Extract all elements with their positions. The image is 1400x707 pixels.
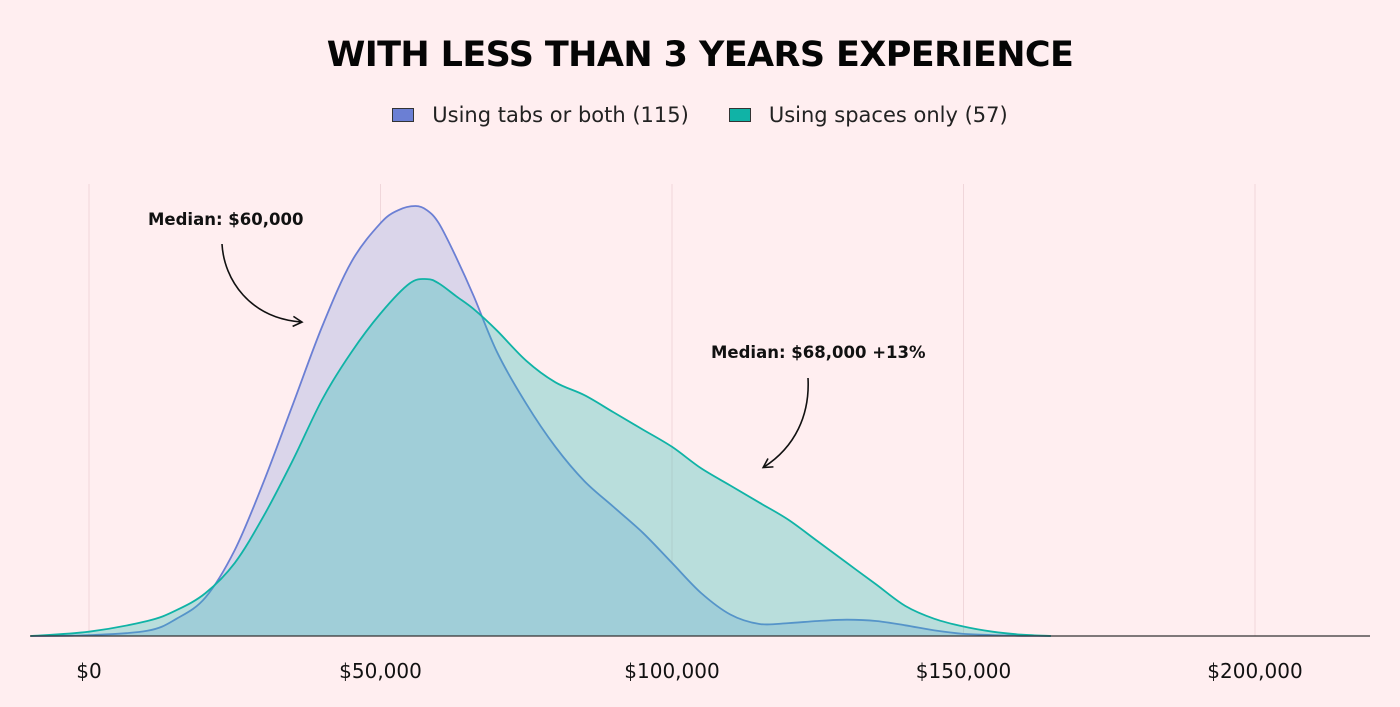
legend-swatch-tabs [392, 108, 415, 122]
x-tick-label-4: $200,000 [1207, 659, 1302, 683]
annotation-tabs-median-text: Median: $60,000 [148, 210, 303, 229]
series-area-0 [30, 206, 1051, 636]
legend-label-spaces: Using spaces only (57) [768, 103, 1008, 127]
legend-label-tabs: Using tabs or both (115) [432, 103, 689, 127]
series-area-1 [30, 278, 1051, 636]
series-line-1 [30, 278, 1052, 637]
legend-item-spaces: Using spaces only (57) [728, 103, 1008, 127]
series-line-0 [30, 205, 1052, 637]
annotation-spaces-median-arrow [761, 377, 809, 469]
x-tick-label-2: $100,000 [624, 659, 719, 683]
series-areas [30, 205, 1052, 637]
annotation-spaces-median-text: Median: $68,000 +13% [711, 343, 926, 362]
x-axis-ticks: $0 $50,000 $100,000 $150,000 $200,000 [76, 659, 1302, 683]
x-tick-label-1: $50,000 [339, 659, 422, 683]
annotation-spaces-median: Median: $68,000 +13% [711, 343, 926, 469]
legend: Using tabs or both (115) Using spaces on… [0, 103, 1400, 127]
annotation-tabs-median: Median: $60,000 [148, 210, 304, 328]
x-tick-label-0: $0 [76, 659, 101, 683]
legend-swatch-spaces [728, 108, 751, 122]
chart-title: WITH LESS THAN 3 YEARS EXPERIENCE [326, 35, 1074, 75]
x-tick-label-3: $150,000 [916, 659, 1011, 683]
annotation-tabs-median-arrow [221, 243, 304, 328]
legend-item-tabs: Using tabs or both (115) [392, 103, 689, 127]
